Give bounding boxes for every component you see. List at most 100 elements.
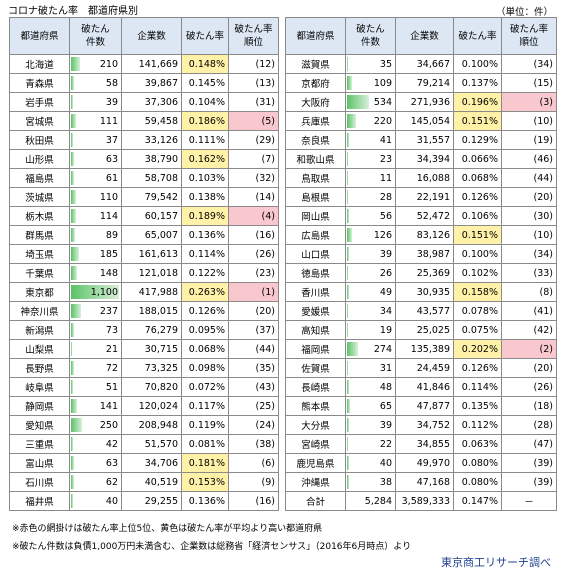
count-bar [347,228,353,242]
row: 岐阜県 51 70,820 0.072% (43) [9,377,279,397]
cell-text: 0.068% [461,172,498,184]
cell-text: 121,018 [138,267,178,279]
cell-text: 16,088 [416,172,450,184]
column-header: 企業数 [395,17,454,55]
cell-text: 89 [105,229,118,241]
row: 宮崎県 22 34,855 0.063% (47) [285,434,557,454]
cell: 0.122% [181,263,229,283]
row: 岡山県 56 52,472 0.106% (30) [285,206,557,226]
cell-text: 0.137% [461,77,498,89]
cell-text: (44) [255,343,275,355]
cell-text: 34,752 [416,419,450,431]
cell: 0.151% [453,225,502,245]
cell-text: 0.186% [188,115,225,127]
count-bar [71,133,73,147]
cell: (35) [228,358,279,378]
row: 徳島県 26 25,369 0.102% (33) [285,263,557,283]
cell-text: (41) [533,305,553,317]
cell: (8) [501,282,557,302]
cell-text: 富山県 [25,459,54,470]
cell-text: (20) [533,362,553,374]
cell-text: 宮崎県 [301,440,330,451]
cell: － [501,491,557,511]
cell-text: 長野県 [25,364,54,375]
cell: 岐阜県 [9,377,70,397]
cell: 0.100% [453,54,502,74]
cell-text: 京都府 [301,79,330,90]
cell-text: (2) [539,343,553,355]
cell-text: 33,126 [144,134,178,146]
row: 山口県 39 38,987 0.100% (34) [285,244,557,264]
cell-text: 熊本県 [301,402,330,413]
cell-text: (37) [255,324,275,336]
cell-text: (28) [533,419,553,431]
cell: (18) [501,396,557,416]
cell-text: (12) [255,58,275,70]
cell-text: 合計 [305,497,325,508]
cell: 148 [69,263,122,283]
cell: 16,088 [395,168,454,188]
header-row: 都道府県 破たん 件数 企業数 破たん率 破たん率 順位 [285,17,557,55]
cell-text: (24) [255,419,275,431]
cell: 40 [345,453,396,473]
cell-text: 0.100% [461,248,498,260]
cell: (30) [501,206,557,226]
cell-text: 38,987 [416,248,450,260]
cell: 250 [69,415,122,435]
cell-text: (46) [533,153,553,165]
cell-text: 0.103% [188,172,225,184]
cell: 福島県 [9,168,70,188]
cell: 0.126% [453,187,502,207]
cell-text: 76,279 [144,324,178,336]
cell: (7) [228,149,279,169]
cell: 0.138% [181,187,229,207]
cell: 愛媛県 [285,301,346,321]
cell: 富山県 [9,453,70,473]
cell: 89 [69,225,122,245]
count-bar [71,418,82,432]
row: 長崎県 48 41,846 0.114% (26) [285,377,557,397]
cell: 0.075% [453,320,502,340]
cell-text: 滋賀県 [301,60,330,71]
row: 長野県 72 73,325 0.098% (35) [9,358,279,378]
cell: (9) [228,472,279,492]
cell: 49,970 [395,453,454,473]
count-bar [347,361,349,375]
cell: 0.112% [453,415,502,435]
cell-text: 72 [105,362,118,374]
cell-text: 34,855 [416,438,450,450]
row: 岩手県 39 37,306 0.104% (31) [9,92,279,112]
right-table: 都道府県 破たん 件数 企業数 破たん率 破たん率 順位 滋賀県 35 34,667 0.100%(… [285,17,557,511]
cell-text: 114 [99,210,118,222]
cell-text: 0.072% [188,381,225,393]
cell-text: 3,589,333 [401,495,450,507]
cell-text: 22,191 [416,191,450,203]
cell: 愛知県 [9,415,70,435]
header-text: 順位 [519,37,539,48]
cell-text: 21 [105,343,118,355]
cell-text: 0.148% [188,58,225,70]
cell-text: 31,557 [416,134,450,146]
cell-text: 香川県 [301,288,330,299]
cell: 新潟県 [9,320,70,340]
cell: 40,519 [121,472,182,492]
cell-text: 161,613 [138,248,178,260]
cell-text: 沖縄県 [301,478,330,489]
cell: 0.136% [181,225,229,245]
row: 沖縄県 38 47,168 0.080% (39) [285,472,557,492]
cell-text: (7) [261,153,275,165]
cell-text: 岐阜県 [25,383,54,394]
cell: (10) [501,225,557,245]
cell: (26) [228,244,279,264]
cell-text: (29) [255,134,275,146]
cell: 群馬県 [9,225,70,245]
cell: 22 [345,434,396,454]
header-text: 破たん [356,24,385,35]
cell-text: 0.202% [461,343,498,355]
cell-text: 栃木県 [25,212,54,223]
column-header: 都道府県 [9,17,70,55]
cell-text: 83,126 [416,229,450,241]
cell: 5,284 [345,491,396,511]
cell: 109 [345,73,396,93]
cell-text: 39 [379,248,392,260]
